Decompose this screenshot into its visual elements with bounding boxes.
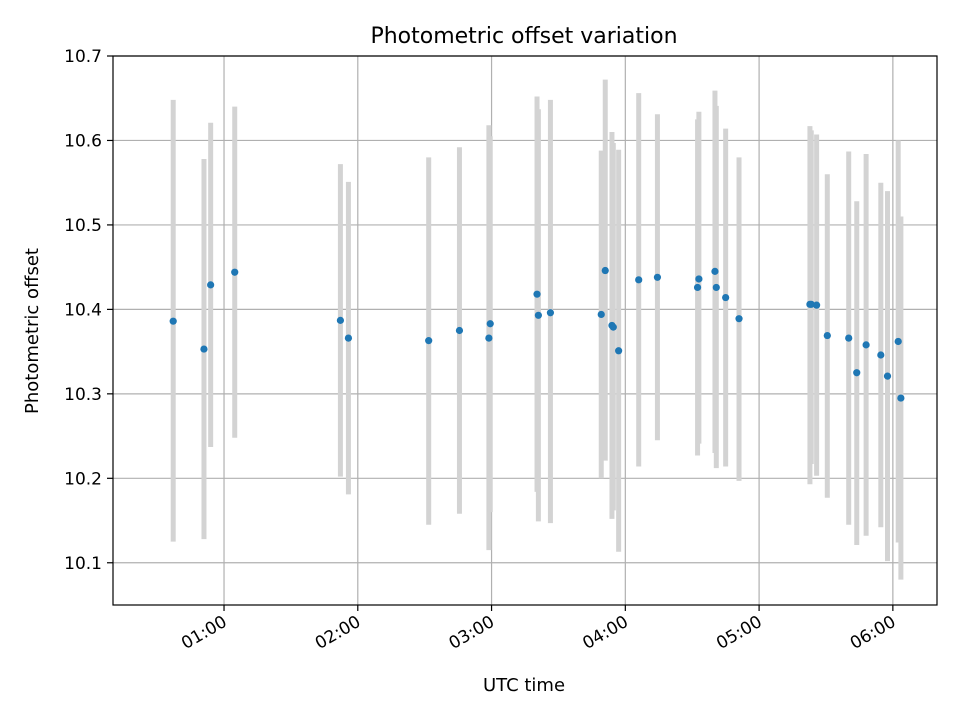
y-tick-label: 10.1 (64, 554, 102, 574)
x-tick-label: 01:00 (178, 612, 230, 654)
x-tick-label: 06:00 (847, 612, 899, 654)
x-axis-ticks: 01:00 02:00 03:00 04:00 05:00 06:00 (178, 605, 899, 654)
data-point (722, 293, 730, 302)
data-point (207, 281, 215, 289)
x-tick-label: 02:00 (312, 612, 364, 654)
data-point (813, 301, 821, 309)
data-point (693, 283, 702, 292)
data-point (485, 334, 493, 342)
data-point (597, 310, 605, 319)
error-bars (170, 79, 904, 580)
data-point (807, 300, 815, 308)
x-axis-label: UTC time (483, 675, 565, 696)
y-tick-label: 10.3 (64, 385, 102, 405)
data-point (897, 394, 905, 402)
data-point (823, 331, 831, 340)
data-point (695, 275, 703, 283)
data-point (615, 347, 623, 355)
data-point (609, 323, 617, 331)
data-point (653, 273, 662, 281)
data-point (533, 290, 541, 298)
data-point (486, 320, 494, 328)
data-point (546, 309, 555, 317)
data-point (635, 276, 643, 284)
data-point (200, 345, 208, 353)
y-tick-label: 10.5 (64, 216, 102, 236)
x-tick-label: 04:00 (579, 612, 631, 654)
x-tick-label: 03:00 (446, 612, 498, 654)
data-point (853, 369, 861, 377)
data-point (425, 337, 433, 345)
data-point (336, 316, 345, 324)
data-point (877, 351, 885, 359)
data-point (883, 372, 892, 380)
data-point (601, 266, 609, 275)
data-point (534, 311, 542, 319)
data-point (455, 326, 464, 335)
y-axis-label: Photometric offset (22, 248, 43, 414)
data-point (231, 268, 239, 276)
y-tick-label: 10.4 (64, 300, 102, 320)
data-points (169, 266, 905, 402)
chart-title: Photometric offset variation (370, 24, 677, 49)
data-point (711, 267, 719, 275)
data-point (845, 334, 853, 342)
y-tick-label: 10.7 (64, 47, 102, 67)
y-tick-label: 10.6 (64, 131, 102, 151)
x-tick-label: 05:00 (713, 612, 765, 654)
data-point (344, 334, 353, 342)
y-tick-label: 10.2 (64, 469, 102, 489)
data-point (712, 283, 720, 292)
plot-frame (112, 55, 938, 606)
data-point (735, 315, 743, 323)
y-axis-ticks: 10.1 10.2 10.3 10.4 10.5 10.6 10.7 (64, 47, 113, 574)
data-point (169, 317, 177, 325)
data-point (894, 337, 902, 346)
data-point (862, 341, 870, 349)
